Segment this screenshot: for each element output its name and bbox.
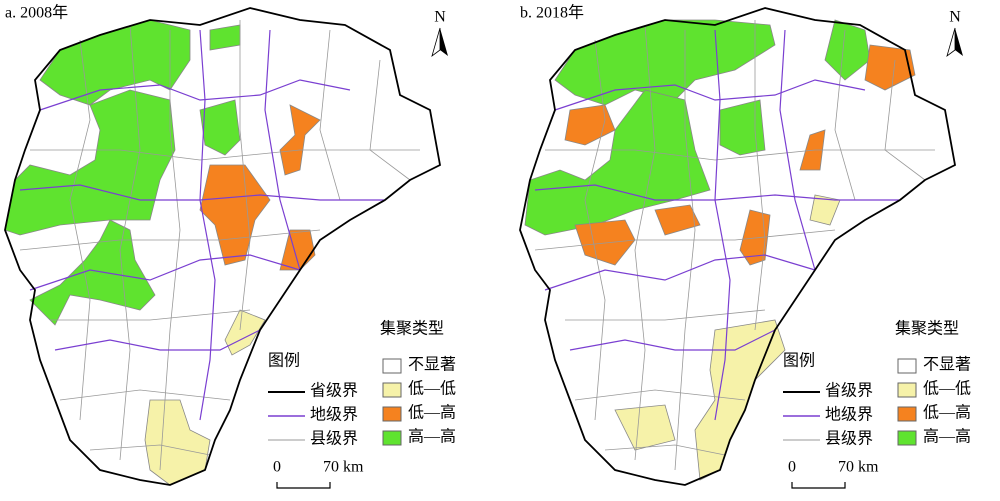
province-boundary	[519, 7, 957, 486]
prefecture-boundary	[54, 329, 261, 351]
legend-label: 低—低	[408, 380, 456, 398]
legend-label: 地级界	[310, 406, 358, 424]
cluster-region	[739, 209, 771, 266]
prefecture-boundary	[264, 29, 301, 271]
prefecture-boundary	[199, 29, 216, 421]
north-label: N	[949, 9, 961, 26]
legend-swatch	[897, 358, 917, 374]
legend-label: 低—低	[923, 380, 971, 398]
panel-title: a. 2008年	[5, 4, 68, 22]
cluster-region	[199, 99, 241, 156]
scale-start: 0	[273, 459, 281, 476]
county-boundary	[834, 29, 856, 201]
legend-swatch	[382, 382, 402, 398]
prefecture-boundary	[569, 329, 776, 351]
legend-label: 县级界	[310, 430, 358, 448]
legend-label: 高—高	[408, 428, 456, 446]
cluster-region	[809, 194, 841, 226]
legend-swatch	[382, 430, 402, 446]
prefecture-boundary	[544, 254, 816, 291]
prefecture-boundary	[29, 254, 301, 291]
county-boundary	[534, 229, 836, 251]
legend-swatch	[382, 406, 402, 422]
county-boundary	[574, 389, 746, 401]
legend-swatch	[382, 358, 402, 374]
county-boundary	[19, 229, 321, 251]
legend-label: 高—高	[923, 428, 971, 446]
county-boundary	[754, 20, 766, 331]
cluster-region	[824, 19, 871, 81]
legend-title: 图例	[268, 352, 300, 370]
legend-label: 不显著	[923, 356, 971, 374]
panel-title: b. 2018年	[520, 4, 584, 22]
legend-label: 县级界	[825, 430, 873, 448]
north-arrow-half	[946, 27, 956, 58]
prefecture-boundary	[554, 79, 866, 111]
legend-swatch	[897, 406, 917, 422]
cluster-region	[564, 104, 616, 146]
legend-label: 省级界	[310, 382, 358, 400]
cluster-legend-title: 集聚类型	[380, 320, 444, 338]
scale-start: 0	[788, 459, 796, 476]
county-boundary	[565, 309, 766, 321]
county-boundary	[319, 29, 341, 201]
county-boundary	[59, 389, 231, 401]
county-boundary	[119, 24, 141, 461]
county-boundary	[159, 30, 181, 471]
cluster-region	[279, 104, 321, 176]
county-boundary	[30, 149, 420, 161]
county-boundary	[50, 309, 251, 321]
county-boundary	[239, 20, 251, 331]
county-boundary	[634, 24, 656, 461]
cluster-region	[654, 204, 701, 236]
legend-label: 省级界	[825, 382, 873, 400]
legend-label: 地级界	[825, 406, 873, 424]
scale-bar	[276, 482, 331, 489]
scale-end: 70 km	[323, 459, 364, 476]
north-arrow-half	[431, 27, 441, 58]
cluster-region	[614, 404, 676, 451]
legend-label: 不显著	[408, 356, 456, 374]
legend-label: 低—高	[923, 404, 971, 422]
county-boundary	[89, 444, 211, 456]
cluster-region	[719, 99, 766, 156]
legend-title: 图例	[783, 352, 815, 370]
prefecture-boundary	[39, 79, 351, 111]
county-boundary	[545, 149, 935, 161]
county-boundary	[674, 30, 696, 471]
cluster-region	[199, 164, 271, 266]
legend-swatch	[897, 382, 917, 398]
province-boundary	[4, 7, 442, 486]
county-boundary	[69, 39, 91, 421]
cluster-region	[574, 219, 636, 266]
scale-end: 70 km	[838, 459, 879, 476]
cluster-region	[224, 309, 266, 356]
prefecture-boundary	[714, 29, 731, 421]
scale-bar	[791, 482, 846, 489]
prefecture-boundary	[779, 29, 816, 271]
legend-swatch	[897, 430, 917, 446]
legend-label: 低—高	[408, 404, 456, 422]
county-boundary	[604, 444, 726, 456]
cluster-region	[29, 219, 156, 326]
county-boundary	[584, 39, 606, 421]
cluster-region	[4, 89, 176, 236]
north-label: N	[434, 9, 446, 26]
cluster-legend-title: 集聚类型	[895, 320, 959, 338]
